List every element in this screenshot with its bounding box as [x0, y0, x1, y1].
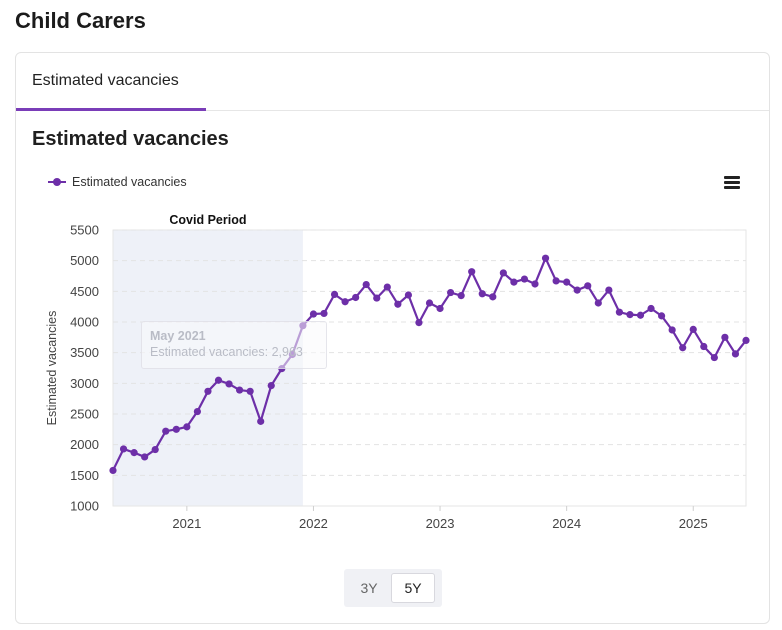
- data-point: [573, 286, 581, 294]
- data-point: [183, 423, 191, 431]
- data-point: [658, 312, 666, 320]
- data-point: [415, 319, 423, 327]
- data-point: [594, 299, 602, 307]
- data-point: [510, 278, 518, 286]
- data-point: [172, 425, 180, 433]
- x-tick-label: 2024: [552, 516, 581, 531]
- data-point: [362, 280, 370, 289]
- page-title: Child Carers: [15, 8, 146, 33]
- line-chart: Covid Period 1000 1500 2000 2500 3000 3500 400…: [45, 213, 750, 531]
- tab-estimated-vacancies[interactable]: Estimated vacancies: [16, 53, 206, 111]
- data-point: [394, 300, 402, 308]
- data-point: [257, 417, 265, 425]
- tooltip-title: May 2021: [150, 329, 206, 343]
- data-point: [552, 277, 560, 285]
- data-point: [531, 280, 539, 288]
- data-point: [541, 254, 550, 262]
- data-point: [689, 325, 697, 333]
- data-point: [468, 268, 476, 276]
- data-point: [636, 311, 645, 319]
- data-point: [626, 311, 634, 319]
- data-point: [563, 278, 571, 286]
- data-point: [119, 445, 128, 453]
- y-tick-label: 1500: [70, 468, 99, 483]
- data-point: [267, 382, 275, 390]
- y-tick-label: 1000: [70, 499, 99, 514]
- chart-legend[interactable]: Estimated vacancies: [48, 175, 187, 189]
- x-tick-label: 2021: [172, 516, 201, 531]
- data-point: [320, 309, 328, 318]
- data-point: [584, 282, 592, 290]
- y-tick-label: 3000: [70, 376, 99, 391]
- data-point: [457, 292, 465, 300]
- data-point: [162, 427, 170, 435]
- data-point: [141, 453, 149, 461]
- y-tick-label: 4500: [70, 284, 99, 299]
- data-point: [499, 269, 507, 277]
- data-point: [373, 294, 381, 302]
- data-point: [679, 344, 687, 352]
- x-tick-label: 2023: [426, 516, 455, 531]
- range-button-5y[interactable]: 5Y: [391, 573, 435, 603]
- section-title: Estimated vacancies: [32, 128, 229, 150]
- data-point: [214, 376, 223, 384]
- y-tick-label: 3500: [70, 345, 99, 360]
- data-point: [478, 290, 486, 298]
- data-point: [246, 387, 254, 395]
- chart-card: Estimated vacancies Estimated vacancies …: [15, 52, 770, 624]
- tab-bar: Estimated vacancies: [16, 53, 769, 111]
- data-point: [309, 310, 318, 318]
- data-point: [668, 326, 676, 334]
- y-tick-label: 4000: [70, 315, 99, 330]
- range-button-3y[interactable]: 3Y: [347, 573, 391, 603]
- data-point: [352, 293, 360, 302]
- data-point: [225, 380, 233, 388]
- data-point: [236, 386, 244, 394]
- data-point: [731, 350, 740, 358]
- x-tick-label: 2022: [299, 516, 328, 531]
- y-tick-label: 2500: [70, 407, 99, 422]
- y-tick-label: 5000: [70, 253, 99, 268]
- data-point: [447, 288, 455, 297]
- data-point: [615, 308, 624, 316]
- range-selector: 3Y 5Y: [344, 569, 442, 607]
- data-point: [425, 299, 434, 307]
- data-point: [489, 293, 497, 301]
- data-point: [383, 283, 391, 291]
- data-point: [330, 290, 339, 298]
- hamburger-menu-icon[interactable]: [724, 176, 740, 189]
- data-point: [404, 291, 412, 299]
- data-point: [109, 466, 117, 475]
- data-point: [130, 449, 138, 457]
- legend-marker-icon: [48, 177, 66, 187]
- data-point: [647, 304, 655, 313]
- data-point: [742, 336, 750, 344]
- chart-tooltip: May 2021 Estimated vacancies: 2,963: [141, 321, 327, 369]
- y-axis-title: Estimated vacancies: [45, 311, 59, 426]
- data-point: [605, 286, 613, 294]
- tooltip-text: Estimated vacancies: 2,963: [150, 345, 303, 359]
- plot-band-label: Covid Period: [169, 213, 246, 227]
- data-point: [193, 407, 201, 416]
- data-point: [520, 275, 529, 283]
- data-point: [204, 387, 212, 395]
- x-tick-label: 2025: [679, 516, 708, 531]
- legend-label: Estimated vacancies: [72, 175, 187, 189]
- y-tick-label: 2000: [70, 437, 99, 452]
- data-point: [700, 342, 708, 351]
- data-point: [710, 353, 718, 362]
- data-point: [721, 333, 729, 341]
- y-tick-label: 5500: [70, 223, 99, 238]
- data-point: [151, 445, 159, 454]
- data-point: [436, 304, 444, 313]
- data-point: [341, 298, 349, 306]
